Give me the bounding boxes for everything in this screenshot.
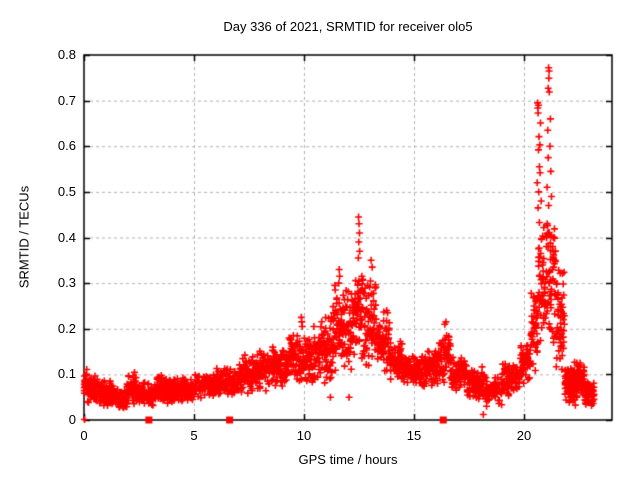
y-tick-label: 0.4	[57, 229, 76, 245]
x-tick-label: 5	[190, 428, 198, 443]
chart-title: Day 336 of 2021, SRMTID for receiver olo…	[223, 19, 473, 34]
y-tick-label: 0.7	[57, 92, 76, 108]
x-tick-label: 15	[406, 428, 422, 443]
y-tick-label: 0	[68, 412, 76, 427]
y-tick-label: 0.3	[57, 275, 76, 291]
y-tick-label: 0.1	[57, 366, 76, 382]
y-tick-label: 0.8	[57, 47, 76, 62]
x-tick-label: 20	[516, 428, 532, 443]
y-tick-label: 0.5	[57, 183, 76, 199]
x-tick-label: 0	[80, 428, 88, 443]
y-tick-label: 0.2	[57, 320, 76, 336]
x-tick-label: 10	[296, 428, 312, 443]
y-tick-label: 0.6	[57, 138, 76, 154]
x-axis-label: GPS time / hours	[298, 452, 398, 467]
